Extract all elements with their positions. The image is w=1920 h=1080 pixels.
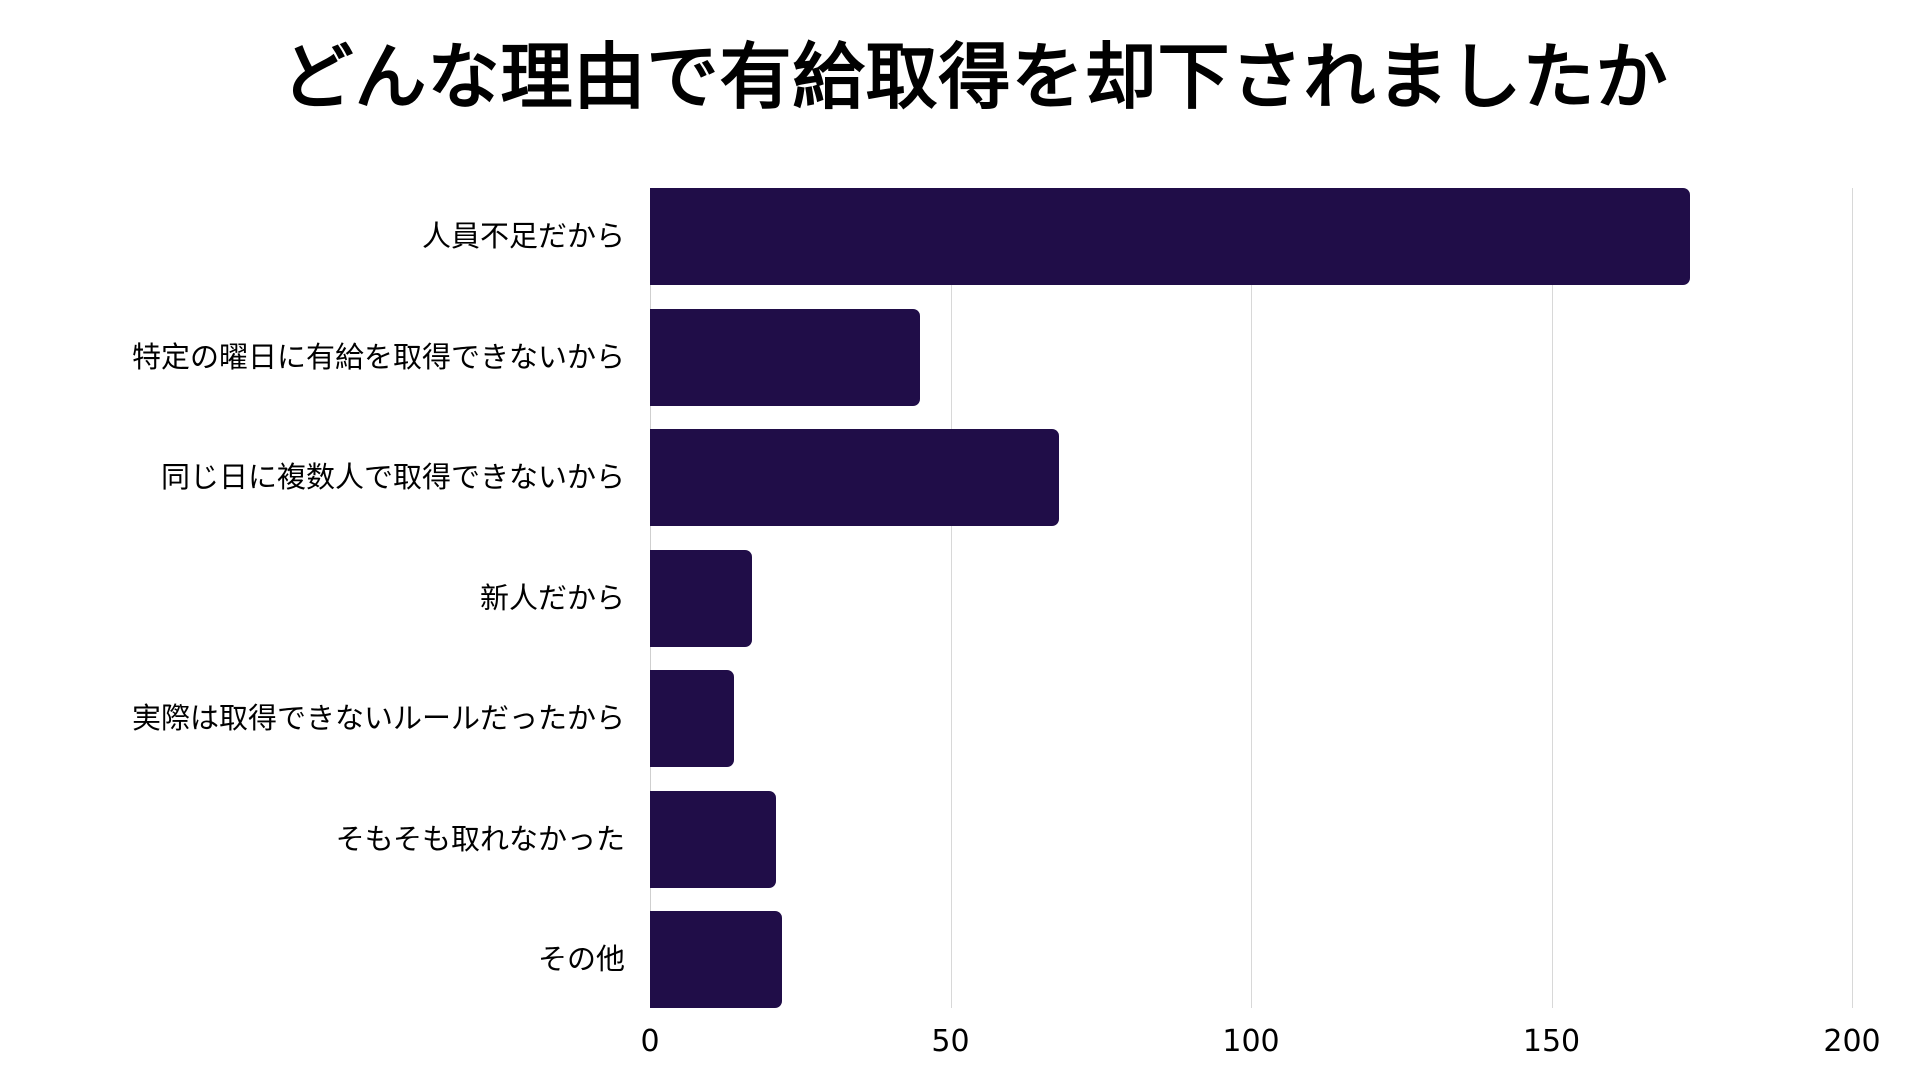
bar <box>650 670 735 767</box>
bar <box>650 188 1690 285</box>
category-label: その他 <box>537 942 625 976</box>
gridline <box>950 188 952 1008</box>
category-label: 新人だから <box>479 580 625 615</box>
category-label: そもそも取れなかった <box>335 821 625 856</box>
category-label: 実際は取得できないルールだったから <box>131 701 625 735</box>
bar <box>650 549 753 647</box>
bar <box>650 308 921 406</box>
x-tick-label: 0 <box>640 1024 660 1059</box>
category-label: 人員不足だから <box>421 219 625 253</box>
gridline <box>1852 188 1853 1008</box>
x-tick-label: 200 <box>1823 1024 1881 1059</box>
category-label: 同じ日に複数人で取得できないから <box>160 460 625 494</box>
bar <box>650 429 1059 526</box>
bar <box>650 790 777 888</box>
category-label: 特定の曜日に有給を取得できないから <box>131 339 625 374</box>
x-tick-label: 150 <box>1522 1024 1581 1059</box>
gridline <box>1251 188 1252 1008</box>
plot-area <box>650 188 1853 1008</box>
bar <box>650 911 783 1008</box>
x-tick-label: 100 <box>1222 1024 1280 1059</box>
x-tick-label: 50 <box>931 1024 970 1059</box>
chart-title: どんな理由で有給取得を却下されましたか <box>281 35 1669 119</box>
gridline <box>1551 188 1553 1008</box>
